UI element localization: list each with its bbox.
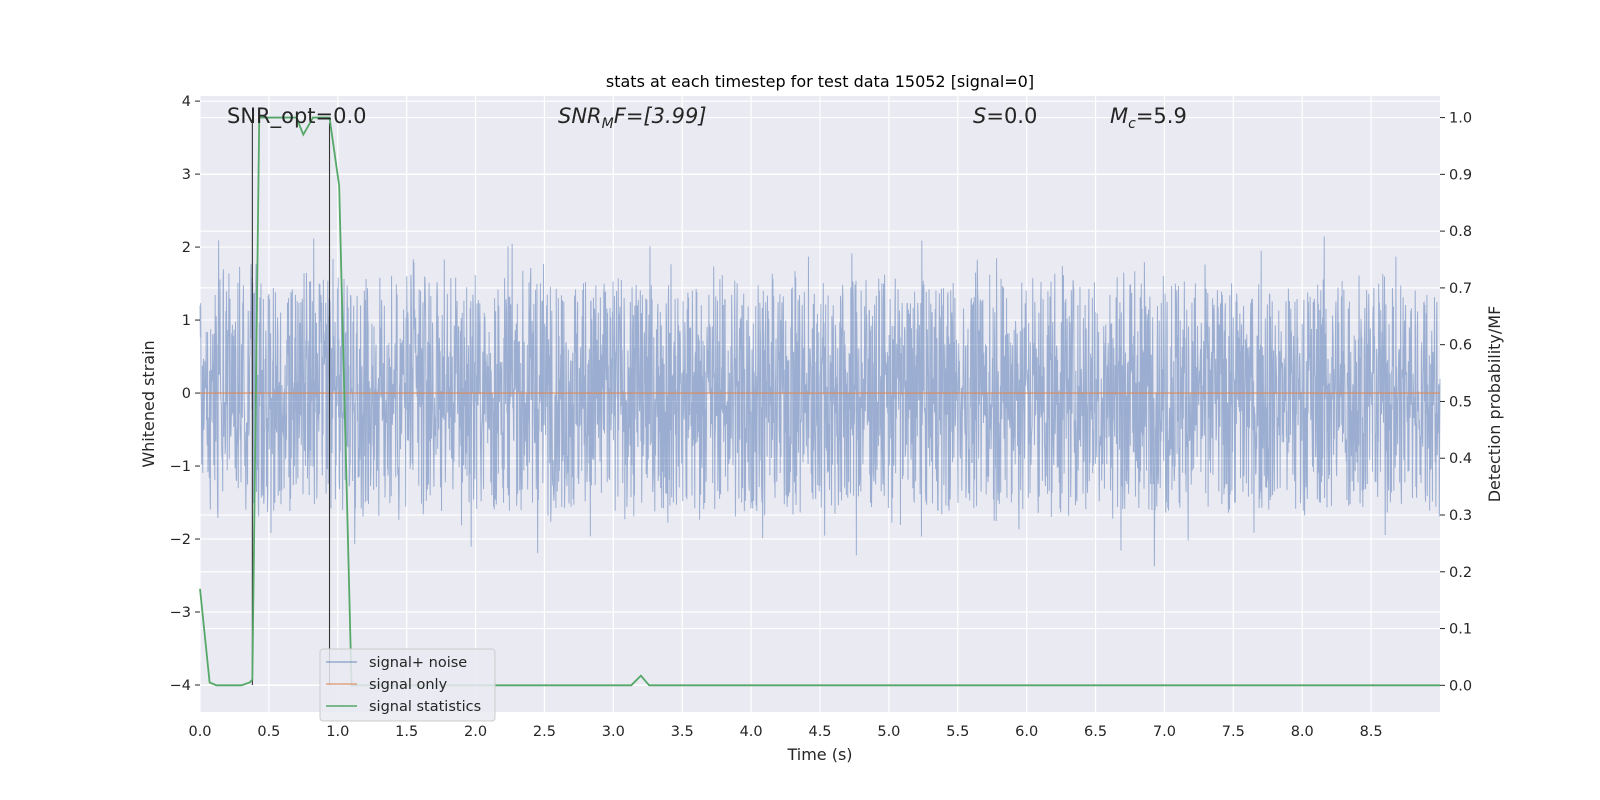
signal-noise-series	[199, 236, 1441, 567]
signal-statistics-line	[199, 116, 1440, 687]
y2-tick-label: 0.2	[1449, 565, 1472, 581]
x-tick-label: 2.0	[464, 724, 487, 740]
signal-noise-line	[199, 236, 1441, 567]
legend-label-signal: signal only	[369, 677, 448, 693]
x-tick-label: 1.5	[395, 724, 418, 740]
x-tick-label: 5.0	[877, 724, 900, 740]
x-tick-label: 2.5	[533, 724, 556, 740]
y-axis-label: Whitened strain	[139, 340, 158, 467]
y-tick-label: −1	[170, 459, 191, 475]
legend-label-stats: signal statistics	[369, 699, 481, 715]
y-tick-label: 3	[182, 167, 191, 183]
y-tick-label: 4	[182, 94, 191, 110]
legend-label-noise: signal+ noise	[369, 655, 467, 671]
y2-axis-label: Detection probability/MF	[1485, 306, 1504, 503]
y-tick-label: −4	[170, 678, 191, 694]
y-tick-label: 2	[182, 240, 191, 256]
y2-tick-label: 0.7	[1449, 281, 1472, 297]
mc-annotation: Mc=5.9	[1110, 104, 1187, 132]
y2-tick-label: 0.6	[1449, 338, 1472, 354]
y-tick-label: 1	[182, 313, 191, 329]
x-tick-label: 1.0	[326, 724, 349, 740]
x-tick-label: 0.5	[257, 724, 280, 740]
x-tick-label: 3.5	[671, 724, 694, 740]
y2-tick-label: 0.1	[1449, 622, 1472, 638]
y-tick-label: −3	[170, 605, 191, 621]
x-tick-label: 8.0	[1291, 724, 1314, 740]
x-tick-label: 4.0	[740, 724, 763, 740]
y2-tick-label: 0.3	[1449, 508, 1472, 524]
snr-mf-annotation: SNRMF=[3.99]	[558, 104, 707, 132]
x-tick-label: 8.5	[1360, 724, 1383, 740]
s-annotation: S=0.0	[973, 104, 1037, 128]
legend-box	[319, 648, 496, 722]
y2-tick-label: 1.0	[1449, 111, 1472, 127]
y2-tick-label: 0.9	[1449, 167, 1472, 183]
legend: signal+ noise signal only signal statist…	[319, 648, 496, 722]
vertical-markers	[251, 123, 331, 685]
x-tick-label: 7.5	[1222, 724, 1245, 740]
ticks: 0.0 0.5 1.0 1.5 2.0 2.5 3.0 3.5 4.0 4.5 5.0 5.5 6.0 6…	[170, 94, 1472, 740]
x-tick-label: 7.0	[1153, 724, 1176, 740]
y-tick-label: 0	[182, 386, 191, 402]
x-tick-label: 4.5	[808, 724, 831, 740]
y-tick-label: −2	[170, 532, 191, 548]
signal-statistics-series	[199, 116, 1440, 687]
x-axis-label: Time (s)	[786, 745, 852, 764]
x-tick-label: 6.0	[1015, 724, 1038, 740]
x-tick-label: 6.5	[1084, 724, 1107, 740]
chart-title: stats at each timestep for test data 150…	[606, 72, 1034, 91]
y2-tick-label: 0.5	[1449, 394, 1472, 410]
y2-tick-label: 0.4	[1449, 451, 1472, 467]
y2-tick-label: 0.0	[1449, 678, 1472, 694]
x-tick-label: 3.0	[602, 724, 625, 740]
x-tick-label: 0.0	[188, 724, 211, 740]
x-tick-label: 5.5	[946, 724, 969, 740]
y2-tick-label: 0.8	[1449, 224, 1472, 240]
snr-opt-annotation: SNR_opt=0.0	[227, 104, 367, 129]
